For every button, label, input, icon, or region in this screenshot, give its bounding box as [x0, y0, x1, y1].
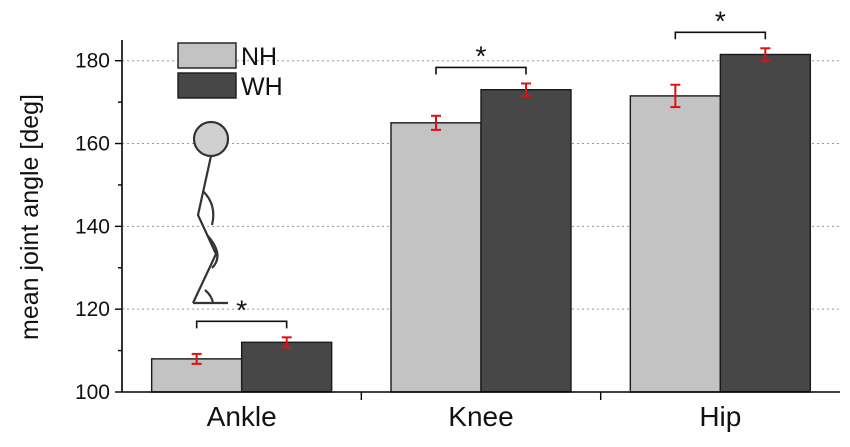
bar-wh-ankle — [240, 341, 333, 393]
error-bar — [281, 336, 292, 349]
error-bar — [760, 47, 771, 62]
significance-bracket — [435, 66, 527, 75]
y-tick-label: 100 — [75, 381, 110, 404]
significance-bracket — [195, 320, 288, 329]
leg-angle-figure — [192, 120, 230, 305]
bar-nh-knee — [390, 122, 482, 393]
y-tick-label: 140 — [75, 215, 110, 238]
ankle-angle-arc — [204, 289, 215, 304]
x-category-label: Ankle — [207, 401, 277, 432]
bars — [150, 53, 812, 393]
y-axis-ticks: 100 120 140 160 180 — [75, 50, 122, 404]
legend-swatch-nh — [177, 42, 237, 69]
significance-brackets: * * * — [195, 5, 767, 329]
legend-label-nh: NH — [241, 43, 277, 71]
significance-star: * — [715, 5, 726, 36]
axes — [121, 40, 840, 393]
y-axis-label: mean joint angle [deg] — [16, 94, 44, 340]
error-bar — [431, 114, 441, 131]
y-tick-label: 160 — [75, 133, 110, 156]
error-bar — [670, 83, 681, 109]
legend-swatch-wh — [177, 72, 237, 99]
leg-segments-line — [192, 155, 218, 304]
hip-joint-circle — [192, 120, 230, 158]
significance-star: * — [236, 294, 247, 325]
error-bar — [191, 352, 202, 365]
y-tick-label: 120 — [75, 298, 110, 321]
hip-angle-arc — [202, 190, 215, 226]
knee-angle-arc — [206, 234, 219, 269]
y-tick-label: 180 — [75, 50, 110, 73]
x-category-label: Hip — [699, 401, 741, 432]
x-category-label: Knee — [448, 401, 513, 432]
error-bars — [191, 47, 771, 365]
bar-wh-hip — [719, 53, 812, 393]
legend-label-wh: WH — [241, 73, 283, 101]
significance-star: * — [476, 40, 487, 71]
bar-nh-hip — [629, 95, 722, 393]
bar-wh-knee — [480, 88, 572, 393]
significance-bracket — [674, 31, 767, 40]
x-axis-ticks: Ankle Knee Hip — [207, 392, 741, 432]
error-bar — [521, 82, 531, 97]
